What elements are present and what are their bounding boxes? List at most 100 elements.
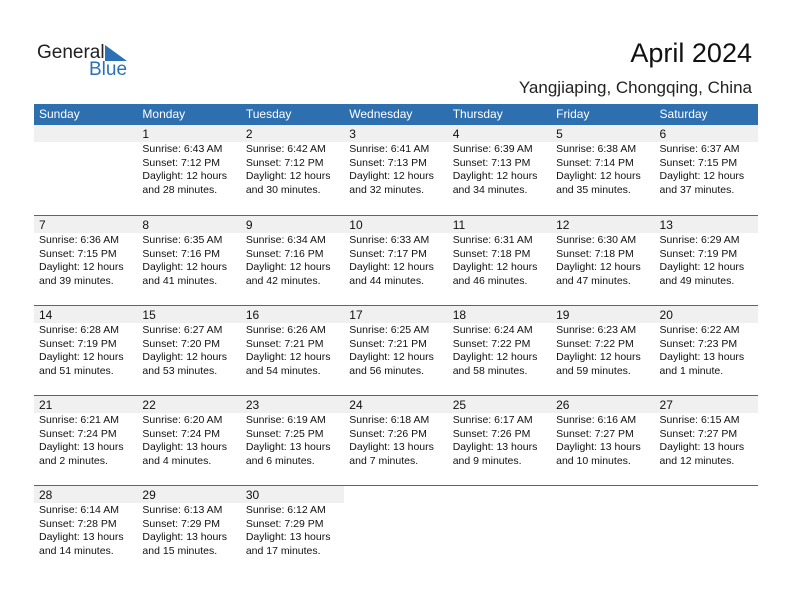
sunrise-text: Sunrise: 6:20 AM — [142, 414, 223, 426]
minutes-text: and 9 minutes. — [452, 454, 522, 467]
sunrise-text: Sunrise: 6:27 AM — [142, 324, 223, 336]
sunset-text: Sunset: 7:22 PM — [556, 337, 634, 350]
date-number: 28 — [34, 486, 138, 503]
sunrise-text: Sunrise: 6:22 AM — [659, 324, 740, 336]
sunset-text: Sunset: 7:24 PM — [142, 427, 221, 440]
date-number: 16 — [240, 306, 345, 323]
minutes-text: and 34 minutes. — [452, 183, 528, 196]
calendar-grid: 1 Sunrise: 6:43 AM Sunset: 7:12 PM Daylight… — [34, 125, 758, 575]
sunset-text: Sunset: 7:13 PM — [452, 156, 531, 169]
sunrise-text: Sunrise: 6:29 AM — [659, 234, 740, 246]
sunset-text: Sunset: 7:27 PM — [659, 427, 738, 440]
minutes-text: and 4 minutes. — [142, 454, 212, 467]
daylight-text: Daylight: 12 hours — [349, 170, 434, 182]
daylight-text: Daylight: 12 hours — [452, 261, 538, 273]
date-number — [34, 125, 138, 142]
date-number: 15 — [137, 306, 241, 323]
date-number: 11 — [447, 216, 552, 233]
logo-triangle-icon — [105, 45, 127, 61]
daylight-text: Daylight: 13 hours — [659, 351, 745, 363]
daylight-text: Daylight: 12 hours — [556, 351, 641, 363]
date-number: 26 — [551, 396, 655, 413]
daylight-text: Daylight: 12 hours — [452, 351, 538, 363]
weekday-friday: Friday — [556, 107, 590, 121]
date-number: 27 — [654, 396, 758, 413]
date-number: 30 — [240, 486, 345, 503]
day-info: Sunrise: 6:26 AM Sunset: 7:21 PM Daylight:… — [241, 323, 344, 378]
sunrise-text: Sunrise: 6:38 AM — [556, 143, 637, 155]
day-info: Sunrise: 6:38 AM Sunset: 7:14 PM Daylight:… — [551, 142, 654, 197]
date-number: 5 — [551, 125, 655, 142]
minutes-text: and 51 minutes. — [39, 364, 114, 377]
sunset-text: Sunset: 7:17 PM — [349, 247, 427, 260]
day-info: Sunrise: 6:13 AM Sunset: 7:29 PM Daylight:… — [137, 503, 240, 558]
date-number: 12 — [551, 216, 655, 233]
day-info: Sunrise: 6:29 AM Sunset: 7:19 PM Daylight:… — [655, 233, 758, 288]
date-number: 17 — [344, 306, 448, 323]
sunrise-text: Sunrise: 6:28 AM — [39, 324, 119, 336]
sunset-text: Sunset: 7:28 PM — [39, 517, 117, 530]
daylight-text: Daylight: 12 hours — [659, 261, 745, 273]
sunrise-text: Sunrise: 6:18 AM — [349, 414, 430, 426]
daylight-text: Daylight: 12 hours — [349, 351, 434, 363]
sunset-text: Sunset: 7:16 PM — [142, 247, 221, 260]
day-info: Sunrise: 6:36 AM Sunset: 7:15 PM Daylight:… — [34, 233, 137, 288]
minutes-text: and 6 minutes. — [245, 454, 315, 467]
minutes-text: and 59 minutes. — [556, 364, 631, 377]
weekday-sunday: Sunday — [39, 107, 80, 121]
sunrise-text: Sunrise: 6:33 AM — [349, 234, 430, 246]
date-number: 22 — [137, 396, 241, 413]
day-cell: 6 Sunrise: 6:37 AM Sunset: 7:15 PM Daylight… — [654, 125, 758, 215]
week-row: 21 Sunrise: 6:21 AM Sunset: 7:24 PM Dayligh… — [34, 395, 758, 485]
sunrise-text: Sunrise: 6:25 AM — [349, 324, 430, 336]
sunrise-text: Sunrise: 6:14 AM — [39, 504, 119, 516]
date-number: 10 — [344, 216, 448, 233]
minutes-text: and 44 minutes. — [349, 274, 424, 287]
day-info: Sunrise: 6:33 AM Sunset: 7:17 PM Daylight:… — [344, 233, 447, 288]
day-info: Sunrise: 6:16 AM Sunset: 7:27 PM Daylight:… — [551, 413, 654, 468]
day-cell: 2 Sunrise: 6:42 AM Sunset: 7:12 PM Daylight… — [240, 125, 345, 215]
weekday-wednesday: Wednesday — [349, 107, 413, 121]
sunset-text: Sunset: 7:18 PM — [556, 247, 634, 260]
sunrise-text: Sunrise: 6:13 AM — [142, 504, 223, 516]
empty-cell — [551, 486, 654, 575]
sunrise-text: Sunrise: 6:43 AM — [142, 143, 223, 155]
sunrise-text: Sunrise: 6:36 AM — [39, 234, 119, 246]
sunrise-text: Sunrise: 6:21 AM — [39, 414, 119, 426]
minutes-text: and 37 minutes. — [659, 183, 735, 196]
date-number: 23 — [240, 396, 345, 413]
weekday-saturday: Saturday — [659, 107, 708, 121]
sunset-text: Sunset: 7:15 PM — [659, 156, 738, 169]
daylight-text: Daylight: 12 hours — [245, 351, 331, 363]
day-info: Sunrise: 6:42 AM Sunset: 7:12 PM Daylight:… — [241, 142, 344, 197]
day-info: Sunrise: 6:30 AM Sunset: 7:18 PM Daylight:… — [551, 233, 654, 288]
empty-cell — [34, 125, 138, 215]
date-number: 14 — [34, 306, 138, 323]
day-cell: 5 Sunrise: 6:38 AM Sunset: 7:14 PM Daylight… — [551, 125, 655, 215]
daylight-text: Daylight: 12 hours — [142, 170, 228, 182]
day-cell: 18 Sunrise: 6:24 AM Sunset: 7:22 PM Dayligh… — [447, 306, 552, 395]
minutes-text: and 47 minutes. — [556, 274, 631, 287]
sunset-text: Sunset: 7:26 PM — [452, 427, 531, 440]
daylight-text: Daylight: 13 hours — [349, 441, 434, 453]
minutes-text: and 7 minutes. — [349, 454, 419, 467]
day-info: Sunrise: 6:23 AM Sunset: 7:22 PM Daylight:… — [551, 323, 654, 378]
minutes-text: and 1 minute. — [659, 364, 724, 377]
minutes-text: and 39 minutes. — [39, 274, 114, 287]
date-number: 7 — [34, 216, 138, 233]
daylight-text: Daylight: 13 hours — [659, 441, 745, 453]
empty-cell — [344, 486, 447, 575]
minutes-text: and 46 minutes. — [452, 274, 528, 287]
sunrise-text: Sunrise: 6:31 AM — [452, 234, 533, 246]
day-cell: 3 Sunrise: 6:41 AM Sunset: 7:13 PM Daylight… — [344, 125, 448, 215]
date-number: 20 — [654, 306, 758, 323]
date-number: 25 — [447, 396, 552, 413]
sunrise-text: Sunrise: 6:16 AM — [556, 414, 637, 426]
minutes-text: and 58 minutes. — [452, 364, 528, 377]
logo-text-blue: Blue — [89, 59, 128, 80]
empty-cell — [448, 486, 551, 575]
day-cell: 21 Sunrise: 6:21 AM Sunset: 7:24 PM Dayligh… — [34, 396, 138, 485]
daylight-text: Daylight: 12 hours — [452, 170, 538, 182]
day-info: Sunrise: 6:12 AM Sunset: 7:29 PM Daylight:… — [241, 503, 344, 558]
